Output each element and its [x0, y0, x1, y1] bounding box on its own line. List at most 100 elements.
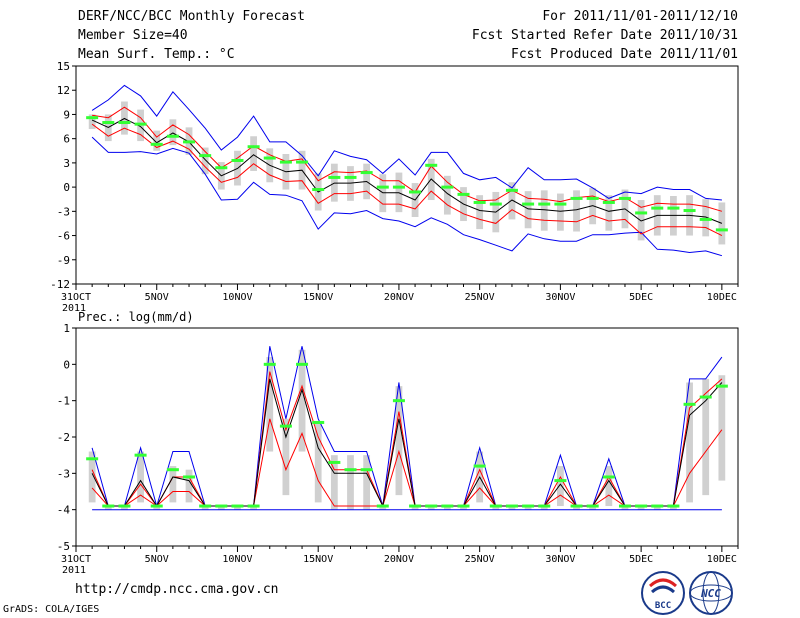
temp-spread-box [201, 147, 209, 175]
temp-spread-box [88, 114, 96, 129]
precip-spread-box [443, 506, 451, 510]
temp-ytick-label: 15 [57, 60, 70, 73]
footer-url[interactable]: http://cmdp.ncc.cma.gov.cn [75, 582, 279, 597]
temp-spread-box [250, 136, 258, 171]
temp-ytick-label: 12 [57, 84, 70, 97]
temp-xtick-label: 10DEC [707, 292, 737, 303]
precip-spread-box [702, 378, 710, 496]
precip-spread-box [411, 506, 419, 510]
precip-ytick-label: 1 [63, 322, 70, 335]
precip-xtick-label: 20NOV [384, 554, 414, 565]
precip-panel-title: Prec.: log(mm/d) [78, 310, 194, 324]
precip-spread-box [556, 466, 564, 507]
precip-spread-box [492, 506, 500, 510]
precip-spread-box [621, 506, 629, 510]
temp-xtick-label: 5NOV [145, 292, 169, 303]
temp-frame [75, 65, 739, 285]
precip-spread-box [670, 506, 677, 510]
temp-spread-box [508, 182, 516, 220]
bcc-logo: BCC [641, 571, 685, 615]
header-forecast-period: For 2011/11/01-2011/12/10 [542, 9, 738, 24]
temp-min-line [91, 136, 723, 257]
temp-spread-box [702, 199, 710, 237]
precip-year-label: 2011 [62, 565, 86, 576]
precip-spread-box [605, 466, 613, 507]
grads-credit: GrADS: COLA/IGES [3, 604, 100, 615]
temp-ytick-label: -3 [57, 205, 70, 218]
precip-spread-box [137, 451, 144, 503]
precip-xtick-label: 10DEC [707, 554, 737, 565]
temp-ytick-label: -6 [57, 230, 70, 243]
temp-xtick-label: 5DEC [629, 292, 653, 303]
temp-xtick-label: 20NOV [384, 292, 414, 303]
temp-spread-box [605, 195, 613, 231]
precip-spread-box [573, 506, 580, 510]
header-member-size: Member Size=40 [78, 28, 188, 43]
precip-spread-box [718, 375, 726, 481]
temp-xtick-label: 31OCT [61, 292, 91, 303]
precip-spread-box [104, 506, 112, 510]
precip-spread-box [169, 466, 177, 503]
temp-spread-box [524, 191, 532, 229]
precip-spread-box [153, 506, 161, 510]
header-start-date: Fcst Started Refer Date 2011/10/31 [471, 28, 738, 43]
precip-ytick-label: -5 [57, 540, 70, 553]
precip-spread-box [217, 506, 225, 510]
precip-spread-box [314, 422, 322, 503]
precip-ytick-label: -3 [57, 467, 70, 480]
precip-spread-box [637, 506, 645, 510]
precip-ytick-label: -2 [57, 431, 70, 444]
precip-spread-box [266, 357, 274, 452]
precip-spread-box [589, 506, 597, 510]
header-produced-date: Fcst Produced Date 2011/11/01 [511, 47, 738, 62]
precip-spread-box [185, 469, 193, 503]
temp-ytick-label: 6 [63, 133, 70, 146]
temp-ytick-label: 9 [63, 108, 70, 121]
temp-xtick-label: 30NOV [545, 292, 575, 303]
temp-spread-box [573, 190, 580, 232]
precip-spread-box [524, 506, 532, 510]
temp-ytick-label: 0 [63, 181, 70, 194]
precip-frame [75, 327, 739, 547]
temp-spread-box [637, 200, 645, 241]
temp-ytick-label: 3 [63, 157, 70, 170]
precip-spread-box [363, 455, 371, 510]
temp-ytick-label: -9 [57, 254, 70, 267]
precip-spread-box [395, 386, 403, 496]
precip-xtick-label: 5NOV [145, 554, 169, 565]
temp-year-label: 2011 [62, 303, 86, 314]
precip-spread-box [282, 418, 290, 496]
temp-lower-line [91, 123, 723, 237]
temp-spread-box [556, 193, 564, 231]
temp-mean-line [91, 117, 723, 224]
header-title: DERF/NCC/BCC Monthly Forecast [78, 9, 305, 24]
precip-spread-box [330, 455, 338, 510]
precip-upper-line [91, 371, 723, 508]
temp-xtick-label: 10NOV [222, 292, 252, 303]
precip-spread-box [201, 506, 209, 510]
precip-xtick-label: 30NOV [545, 554, 575, 565]
bcc-logo-text: BCC [655, 601, 671, 611]
ncc-logo-text: NCC [700, 587, 721, 600]
precip-xtick-label: 15NOV [303, 554, 333, 565]
precip-xtick-label: 31OCT [61, 554, 91, 565]
temp-max-line [91, 84, 722, 201]
temp-spread-box [169, 119, 177, 146]
precip-spread-box [234, 506, 241, 510]
temp-spread-box [476, 195, 484, 230]
precip-spread-box [686, 382, 693, 503]
temp-spread-box [443, 175, 451, 215]
precip-spread-box [460, 506, 467, 510]
precip-xtick-label: 10NOV [222, 554, 252, 565]
precip-xtick-label: 25NOV [465, 554, 495, 565]
precip-spread-box [379, 506, 387, 510]
precip-spread-box [298, 349, 306, 452]
temp-upper-line [92, 106, 723, 212]
temp-spread-box [153, 130, 161, 151]
precip-spread-box [508, 506, 516, 510]
precip-spread-box [347, 455, 354, 510]
precip-ytick-label: -1 [57, 395, 70, 408]
